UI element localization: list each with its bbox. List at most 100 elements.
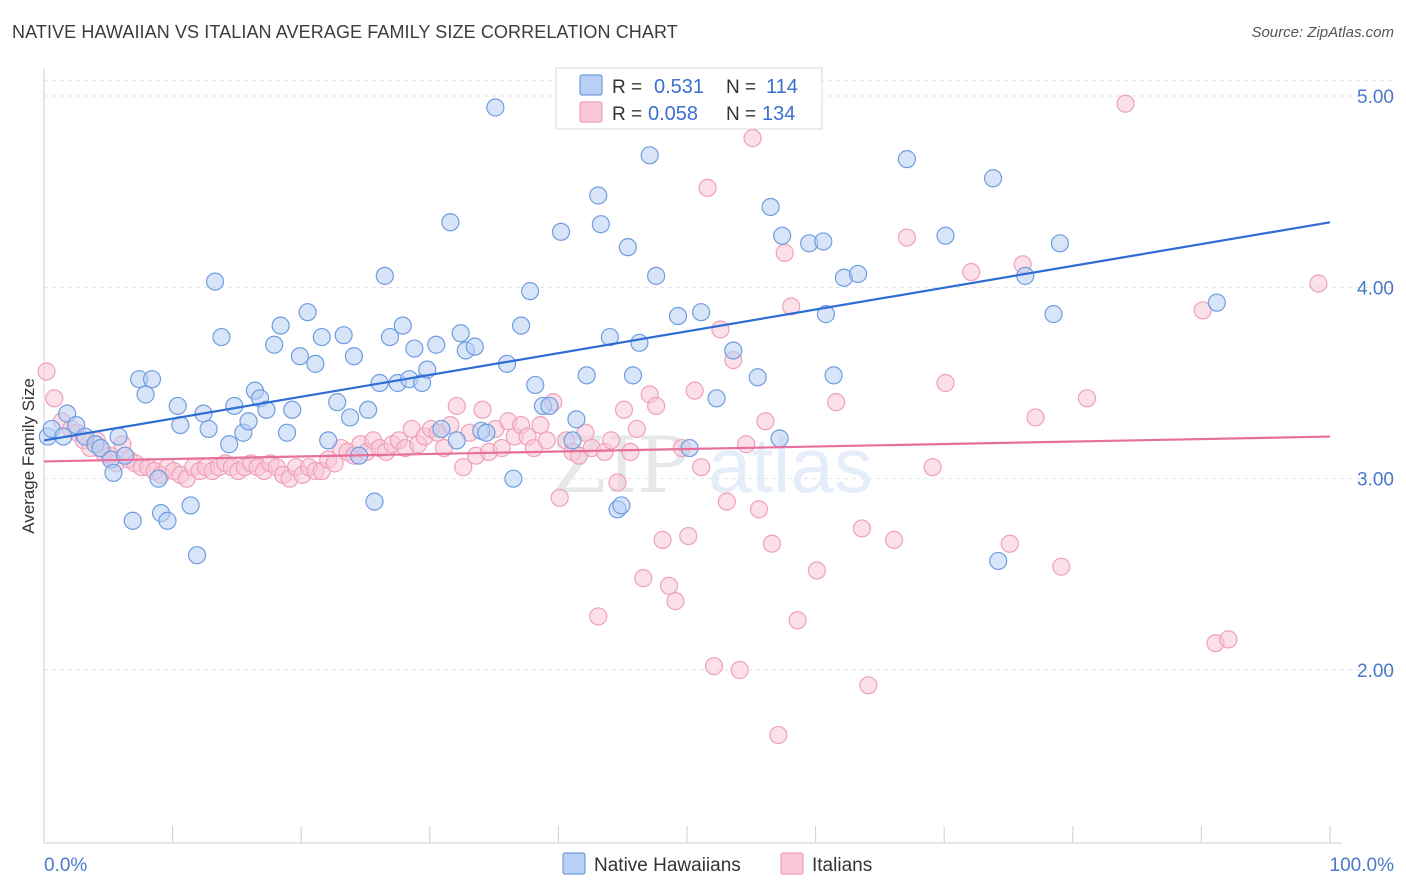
native-hawaiian-point	[936, 226, 955, 245]
native-hawaiian-point	[380, 327, 400, 347]
native-hawaiian-point	[334, 326, 353, 345]
native-hawaiian-point	[328, 393, 347, 412]
x-axis-ticks	[43, 826, 1331, 843]
native-hawaiian-point	[447, 431, 466, 450]
native-hawaiian-point	[1207, 293, 1226, 312]
native-hawaiian-point	[115, 446, 135, 465]
italian-point	[936, 373, 955, 393]
italian-point	[685, 381, 704, 400]
native-hawaiian-point	[816, 305, 835, 324]
italian-point	[454, 458, 473, 477]
watermark: ZIP atlas	[552, 421, 873, 511]
native-hawaiian-point	[265, 335, 284, 354]
native-hawaiian-point	[540, 396, 559, 416]
italian-point	[1219, 630, 1238, 649]
native-hawaiian-point	[567, 410, 586, 429]
italian-point	[537, 431, 556, 450]
native-hawaiian-point	[692, 303, 711, 322]
legend-n-label-1: N =	[726, 77, 756, 98]
legend-swatch-native-hawaiians	[579, 74, 603, 96]
native-hawaiian-point	[365, 492, 384, 511]
italian-point	[473, 400, 492, 419]
native-hawaiian-point	[1050, 234, 1070, 253]
native-hawaiian-point	[451, 324, 470, 343]
native-hawaiian-point	[983, 169, 1003, 188]
trend-lines	[43, 221, 1331, 463]
native-hawaiian-point	[427, 335, 446, 354]
italian-point	[531, 415, 550, 435]
native-hawaiian-point	[142, 370, 162, 389]
italian-point	[1116, 94, 1135, 113]
legend-r-label-2: R =	[612, 104, 642, 125]
native-hawaiian-point	[465, 337, 484, 356]
native-hawaiian-point	[91, 438, 110, 458]
native-hawaiian-point	[512, 316, 531, 335]
native-hawaiian-point	[181, 496, 200, 515]
italian-point	[621, 442, 640, 461]
native-hawaiian-point	[212, 327, 231, 347]
italian-point	[827, 393, 846, 412]
italian-point	[1077, 389, 1097, 408]
native-hawaiian-point	[814, 232, 833, 251]
native-hawaiian-point	[504, 469, 523, 488]
italian-point	[852, 519, 871, 538]
italian-point	[447, 396, 466, 416]
native-hawaiian-point	[136, 385, 155, 404]
italian-point	[692, 458, 711, 477]
italian-point	[659, 576, 679, 595]
native-hawaiian-point	[187, 546, 207, 565]
native-hawaiian-point	[591, 215, 610, 234]
italian-trend-line	[43, 435, 1331, 463]
legend-swatch-italians	[579, 101, 603, 123]
y-tick-label: 5.00	[1357, 87, 1394, 108]
native-hawaiian-point	[526, 375, 545, 395]
native-hawaiian-point	[220, 435, 239, 454]
native-hawaiian-point	[521, 282, 540, 301]
native-hawaiian-point	[375, 266, 394, 285]
native-hawaiian-point	[577, 366, 596, 385]
italian-point	[962, 262, 981, 282]
italian-point	[614, 400, 634, 419]
chart-title: NATIVE HAWAIIAN VS ITALIAN AVERAGE FAMIL…	[12, 22, 678, 42]
legend-n-value-1: 114	[766, 76, 798, 98]
italian-point	[743, 128, 762, 148]
italian-point	[859, 676, 878, 695]
italian-point	[45, 389, 64, 408]
italian-point	[730, 660, 749, 680]
series-italians	[37, 94, 1328, 745]
native-hawaiian-point	[104, 463, 123, 483]
native-hawaiian-point	[618, 238, 637, 257]
native-hawaiian-point	[290, 347, 310, 366]
native-hawaiian-point	[168, 396, 187, 416]
native-hawaiian-point	[707, 389, 726, 408]
italian-point	[711, 320, 730, 339]
italian-point	[756, 412, 775, 431]
bottom-legend-swatch-native-hawaiians	[562, 852, 586, 875]
source-credit: Source: ZipAtlas.com	[1251, 24, 1394, 41]
native-hawaiian-point	[432, 419, 451, 439]
series-legend: Native Hawaiians Italians	[562, 852, 872, 876]
y-axis-title: Average Family Size	[19, 378, 38, 534]
italian-point	[37, 362, 56, 381]
italian-point	[782, 297, 801, 316]
italian-point	[897, 228, 917, 247]
native-hawaiian-point	[612, 496, 631, 515]
x-tick-label-max: 100.0%	[1330, 855, 1395, 876]
bottom-legend-italians: Italians	[812, 855, 872, 876]
watermark-atlas: atlas	[708, 421, 873, 509]
legend-n-value-2: 134	[762, 103, 795, 125]
native-hawaiian-point	[1044, 305, 1063, 324]
italian-point	[550, 488, 569, 507]
legend-n-label-2: N =	[726, 104, 756, 125]
native-hawaiian-point	[477, 423, 496, 442]
italian-point	[602, 431, 621, 450]
native-hawaiian-point	[441, 213, 460, 232]
italian-point	[608, 473, 627, 492]
italian-point	[775, 243, 794, 262]
native-hawaiian-point	[306, 354, 325, 373]
native-hawaiian-point	[405, 339, 424, 358]
native-hawaiian-point	[623, 366, 643, 385]
legend-r-value-2: 0.058	[648, 103, 698, 125]
italian-point	[762, 534, 781, 553]
native-hawaiian-point	[312, 327, 331, 347]
